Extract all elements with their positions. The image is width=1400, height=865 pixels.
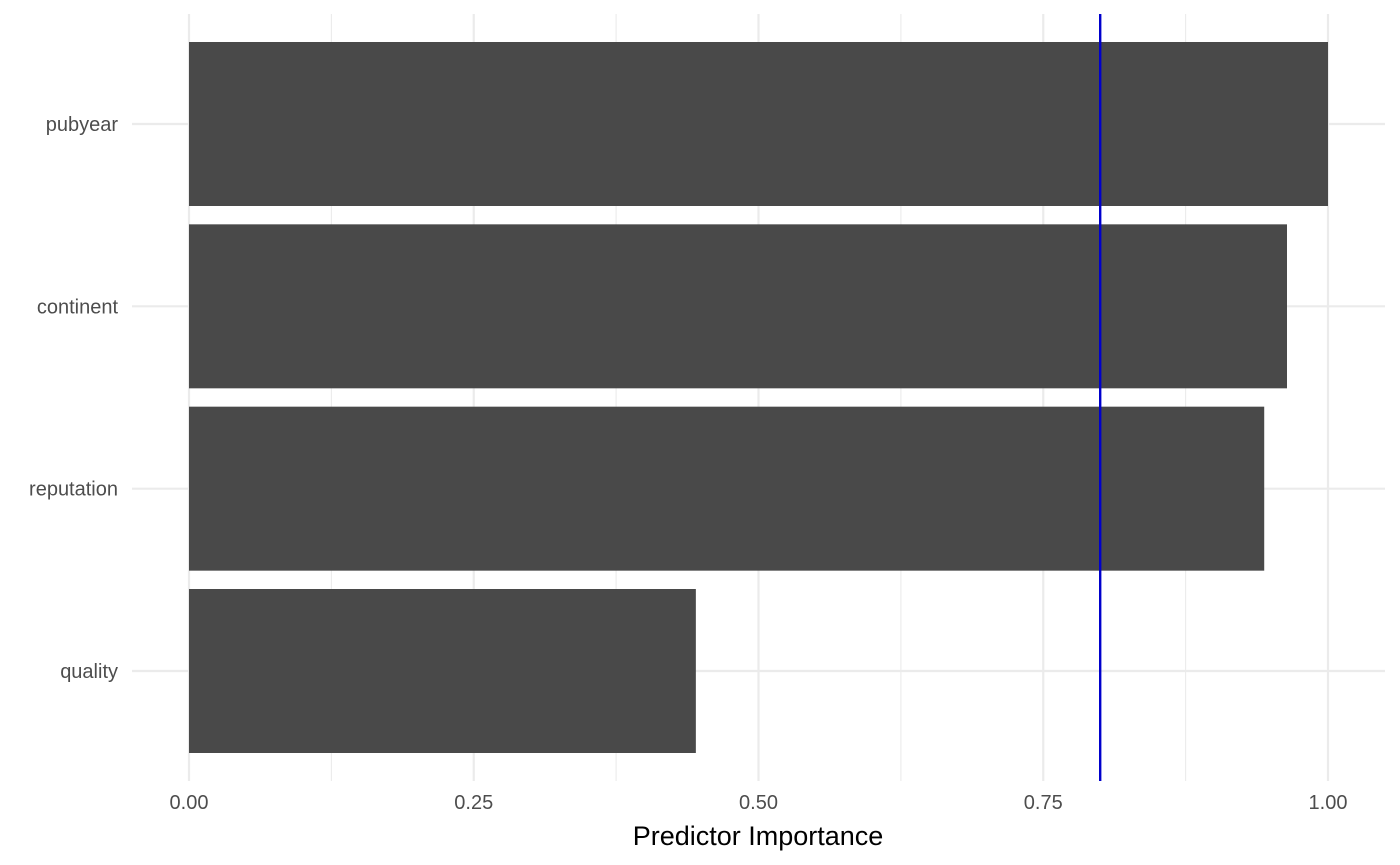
bar-continent [189, 224, 1287, 389]
bar-quality [189, 589, 696, 753]
bar-reputation [189, 406, 1265, 571]
x-tick-label: 0.00 [170, 792, 209, 814]
x-axis-labels: 0.00 0.25 0.50 0.75 1.00 [170, 792, 1348, 814]
x-tick-label: 1.00 [1309, 792, 1348, 814]
x-tick-label: 0.50 [739, 792, 778, 814]
y-tick-label: reputation [29, 479, 118, 501]
y-tick-label: pubyear [46, 114, 119, 136]
x-axis-title: Predictor Importance [633, 821, 884, 851]
y-tick-label: quality [60, 661, 118, 683]
y-tick-label: continent [37, 296, 119, 318]
bar-pubyear [189, 42, 1328, 206]
x-tick-label: 0.75 [1024, 792, 1063, 814]
y-axis-labels: pubyear continent reputation quality [29, 114, 118, 683]
bars [189, 42, 1328, 753]
x-tick-label: 0.25 [454, 792, 493, 814]
